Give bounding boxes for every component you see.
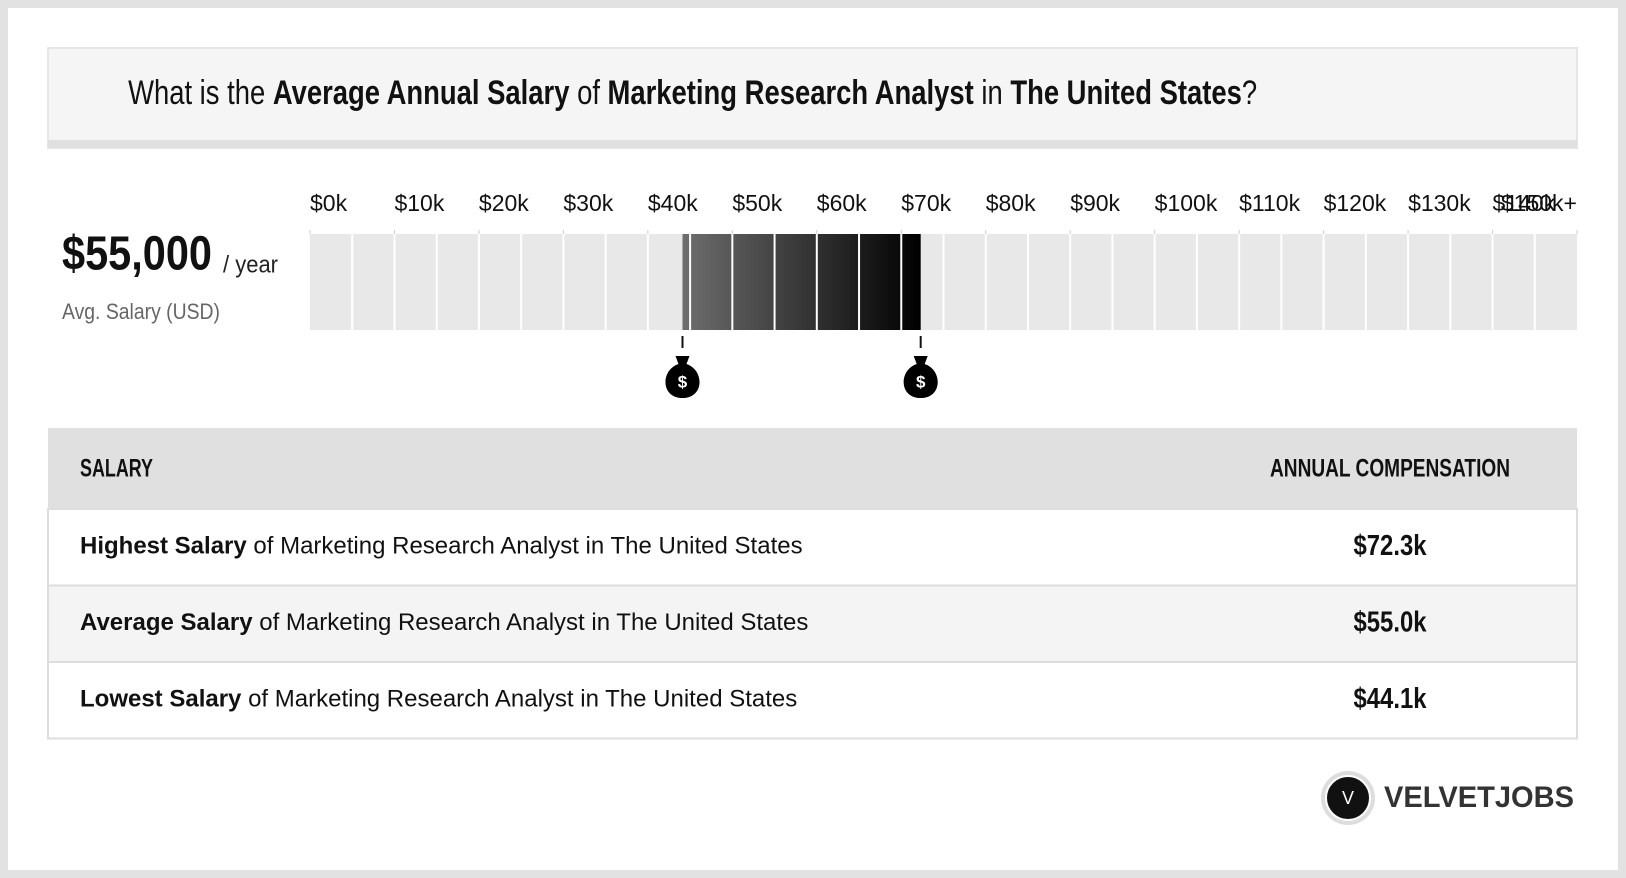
scale-tick-label: $110k <box>1239 190 1300 216</box>
title-part: The United States <box>1010 74 1242 112</box>
salary-scale: $0k $10k $20k $30k $40k $50k $60k $70k $80k $90k $… <box>309 190 1578 398</box>
row-label-rest: of Marketing Research Analyst in The Uni… <box>241 686 797 713</box>
row-value: $44.1k <box>1354 683 1428 715</box>
salary-range <box>682 234 921 330</box>
table-row <box>47 584 1578 663</box>
title-part: Marketing Research Analyst <box>608 74 974 112</box>
range-marker: $ <box>665 336 700 398</box>
scale-tick-label: $100k <box>1155 190 1218 216</box>
scale-tick-label: $130k <box>1408 190 1471 216</box>
title-part: What is the <box>128 74 273 112</box>
scale-tick-label: $40k <box>648 190 698 216</box>
scale-tick-label: $90k <box>1070 190 1120 216</box>
salary-table: SALARY ANNUAL COMPENSATION Highest Salary … <box>47 428 1578 740</box>
logo: V VELVETJOBS <box>1321 771 1574 825</box>
scale-tick-label: $70k <box>901 190 951 216</box>
table-header-bg <box>48 428 1577 509</box>
scale-tick-label: $150k+ <box>1501 190 1577 216</box>
title-part: Average Annual Salary <box>273 74 570 112</box>
scale-tick-label: $20k <box>479 190 529 216</box>
dollar-icon: $ <box>916 372 926 391</box>
money-bag <box>665 356 700 398</box>
logo-mark <box>1325 775 1371 821</box>
row-label-bold: Highest Salary <box>80 533 247 560</box>
scale-tick-label: $60k <box>817 190 867 216</box>
row-value: $72.3k <box>1354 530 1428 562</box>
title-strip <box>48 140 1577 148</box>
dollar-icon: $ <box>678 372 688 391</box>
salary-unit: / year <box>223 251 278 278</box>
row-value: $55.0k <box>1354 606 1428 638</box>
row-label-rest: of Marketing Research Analyst in The Uni… <box>247 533 803 560</box>
scale-tick-label: $0k <box>310 190 348 216</box>
scale-tick-label: $140k <box>1493 190 1556 216</box>
title-part: of <box>569 74 607 112</box>
row-label: Average Salary of Marketing Research Ana… <box>80 609 808 636</box>
table-header: ANNUAL COMPENSATION <box>1270 455 1510 483</box>
title-part: ? <box>1242 74 1257 112</box>
salary-caption: Avg. Salary (USD) <box>62 299 220 324</box>
scale-tick-label: $10k <box>394 190 444 216</box>
scale-tick-label: $120k <box>1324 190 1387 216</box>
row-label: Highest Salary of Marketing Research Ana… <box>80 533 803 560</box>
range-marker: $ <box>903 336 938 398</box>
table-row <box>47 661 1578 740</box>
row-label: Lowest Salary of Marketing Research Anal… <box>80 686 797 713</box>
table-row <box>47 508 1578 587</box>
logo-text: VELVETJOBS <box>1384 781 1574 814</box>
money-bag <box>903 356 938 398</box>
row-label-rest: of Marketing Research Analyst in The Uni… <box>253 609 809 636</box>
scale-tick-label: $80k <box>986 190 1036 216</box>
title: What is the Average Annual Salary of Mar… <box>90 74 1280 112</box>
table-header: SALARY <box>80 455 153 483</box>
title-part: in <box>974 74 1011 112</box>
scale-tick-label: $30k <box>563 190 613 216</box>
logo-letter: V <box>1342 788 1354 808</box>
title-box <box>47 47 1578 149</box>
row-label-bold: Average Salary <box>80 609 253 636</box>
avg-salary: $55,000 <box>62 228 212 281</box>
scale-tick-label: $50k <box>732 190 782 216</box>
row-label-bold: Lowest Salary <box>80 686 242 713</box>
